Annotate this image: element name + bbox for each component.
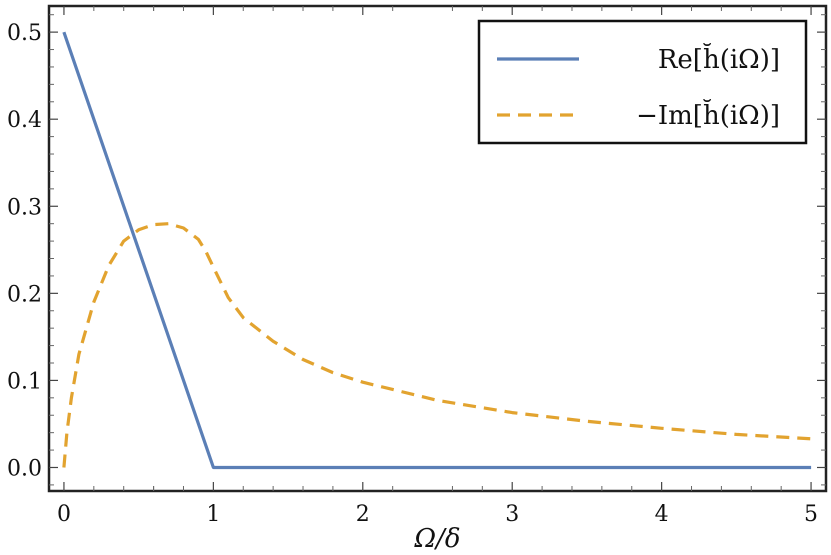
y-tick-label: 0.3 bbox=[7, 195, 42, 220]
series-layer bbox=[62, 31, 812, 470]
x-tick-label: 2 bbox=[356, 502, 370, 527]
legend: Re[h̆(iΩ)] −Im[h̆(iΩ)] bbox=[477, 19, 808, 145]
legend-label: −Im[h̆(iΩ)] bbox=[636, 99, 780, 131]
y-tick-label: 0.5 bbox=[7, 21, 42, 46]
y-tick-label: 0.4 bbox=[7, 108, 42, 133]
series-line-real bbox=[62, 31, 812, 470]
x-tick-label: 4 bbox=[655, 502, 669, 527]
series-line-imag bbox=[62, 222, 812, 468]
x-tick-label: 0 bbox=[57, 502, 71, 527]
axis-tick-labels: 0 1 2 3 4 5 0.0 0.1 0.2 0.3 0.4 0.5 bbox=[7, 21, 818, 527]
legend-box bbox=[477, 19, 808, 145]
x-tick-label: 5 bbox=[804, 502, 818, 527]
plot-border bbox=[47, 4, 828, 493]
y-tick-label: 0.2 bbox=[7, 282, 42, 307]
plot-frame bbox=[47, 4, 828, 493]
x-tick-label: 3 bbox=[505, 502, 519, 527]
y-tick-label: 0.1 bbox=[7, 369, 42, 394]
x-axis-title: Ω/δ bbox=[414, 524, 461, 554]
axis-ticks bbox=[49, 6, 826, 491]
legend-label: Re[h̆(iΩ)] bbox=[658, 43, 780, 75]
y-tick-label: 0.0 bbox=[7, 456, 42, 481]
x-tick-label: 1 bbox=[206, 502, 220, 527]
